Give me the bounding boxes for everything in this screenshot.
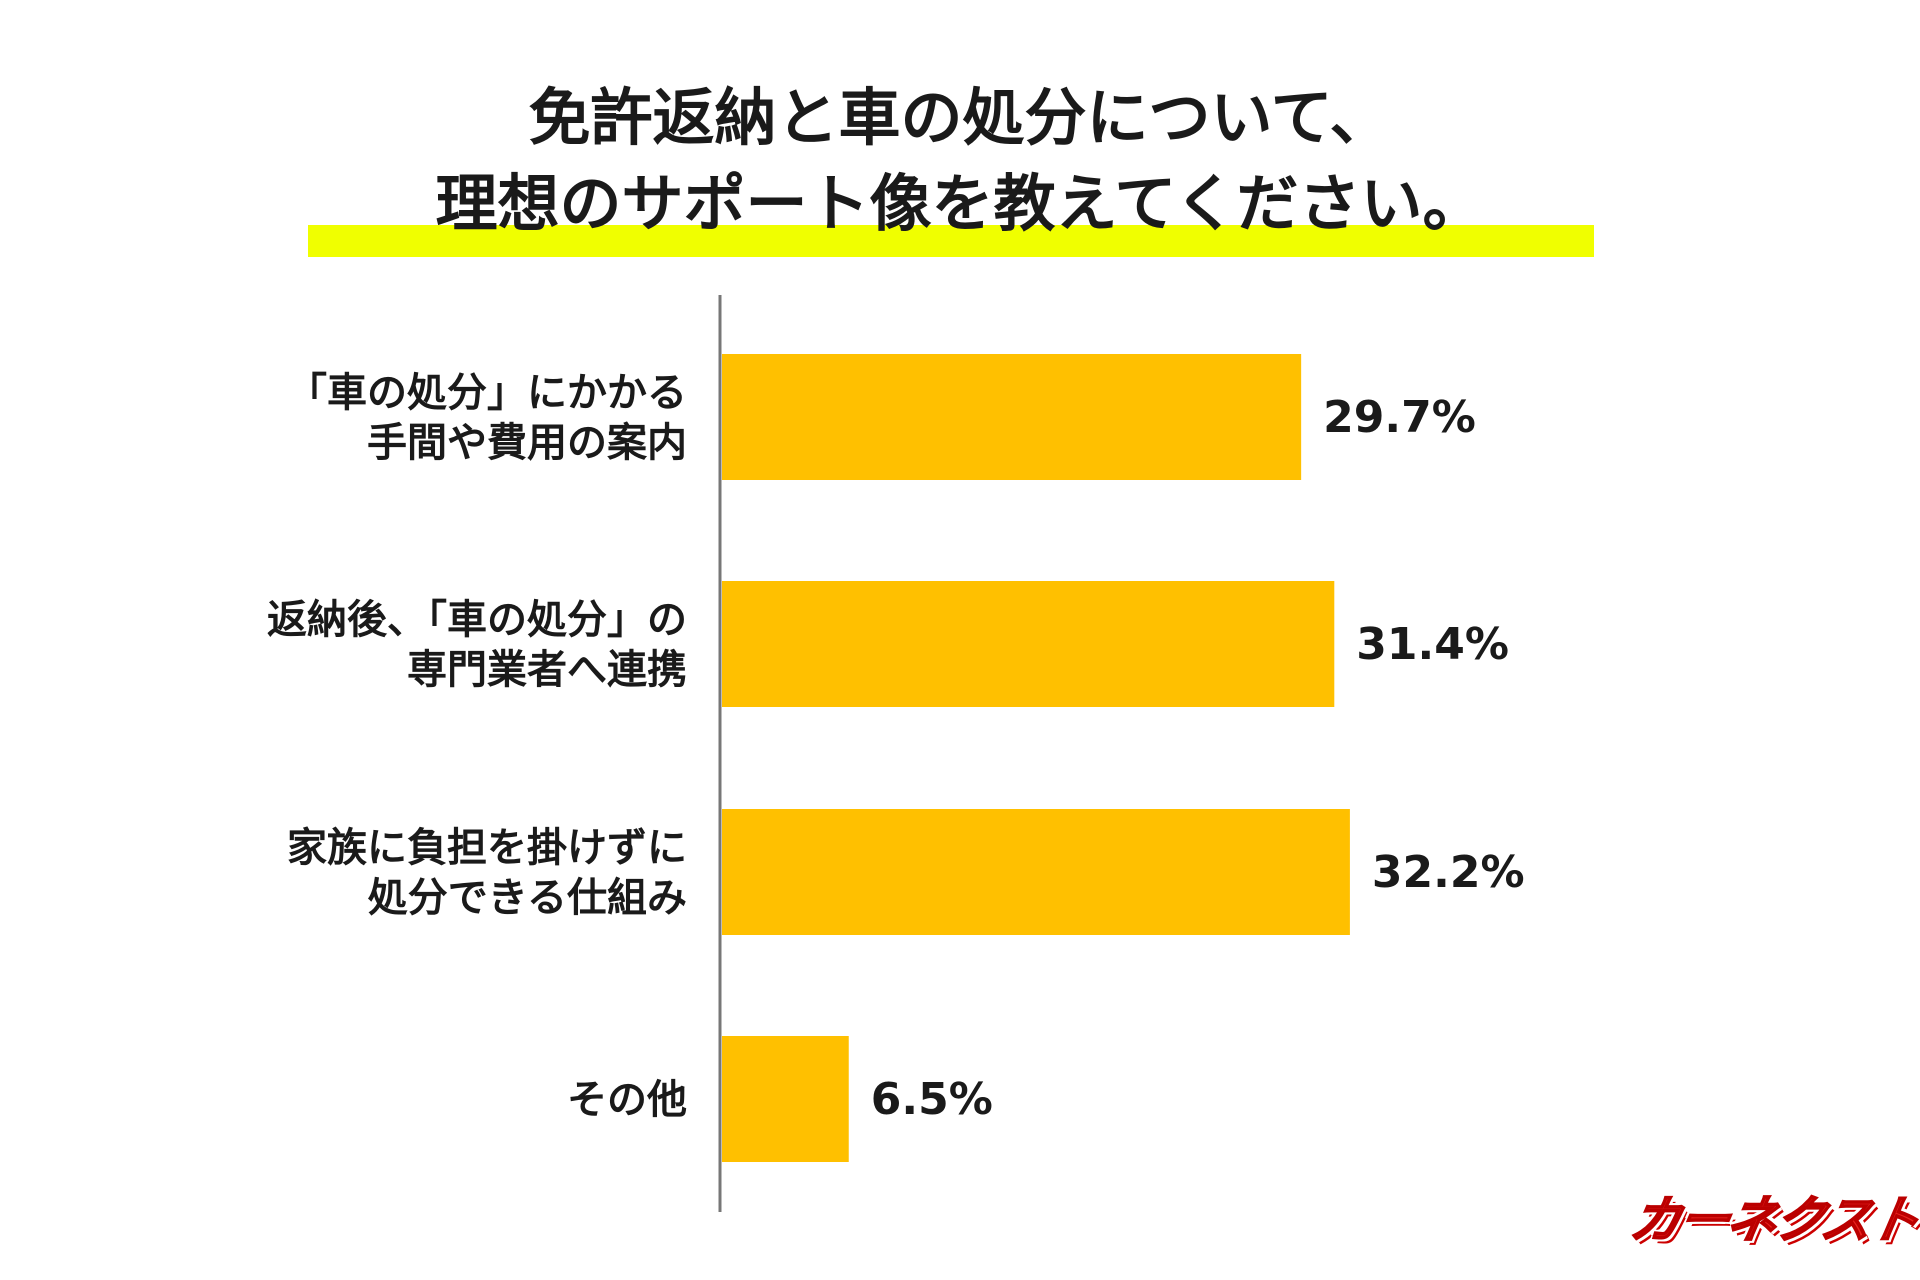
bar	[722, 809, 1350, 935]
bar	[722, 354, 1302, 480]
category-label: 処分できる仕組み	[368, 875, 687, 921]
title-highlight	[308, 225, 1594, 257]
carnext-logo: カーネクスト	[1625, 1190, 1920, 1250]
category-label: 手間や費用の案内	[367, 420, 687, 466]
data-label: 32.2%	[1372, 847, 1525, 898]
category-label: その他	[567, 1077, 687, 1123]
category-label: 返納後、「車の処分」の	[267, 597, 687, 643]
data-label: 31.4%	[1356, 619, 1509, 670]
category-label: 家族に負担を掛けずに	[287, 825, 687, 871]
data-label: 6.5%	[871, 1074, 993, 1125]
chart-title-line-1: 免許返納と車の処分について、	[528, 81, 1392, 154]
chart-title-line-2: 理想のサポート像を教えてください。	[435, 167, 1485, 240]
bar	[722, 581, 1335, 707]
category-label: 専門業者へ連携	[407, 647, 687, 693]
category-label: 「車の処分」にかかる	[287, 370, 687, 416]
bar	[722, 1036, 849, 1162]
data-label: 29.7%	[1323, 392, 1476, 443]
